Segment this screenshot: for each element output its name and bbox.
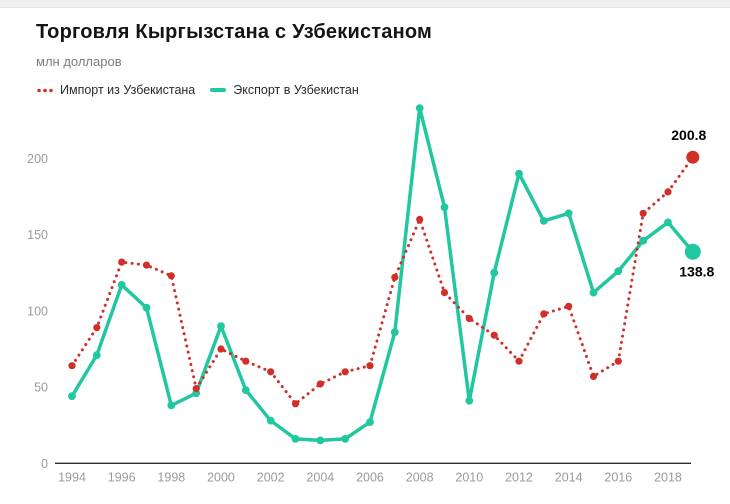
x-tick-label: 1998 [157,470,185,484]
export-point [68,392,76,401]
import-point [565,302,573,310]
import-dotted-line-swatch-icon [36,87,53,93]
import-point [167,272,175,280]
import-series-line [70,155,695,406]
export-point [341,435,350,443]
export-point [589,288,598,297]
export-point [316,436,325,445]
page-title: Торговля Кыргызстана с Узбекистаном [36,21,433,43]
import-point [664,188,672,196]
import-point [291,400,300,408]
export-point [167,401,176,410]
y-tick-label: 150 [27,228,48,242]
import-point [242,357,250,365]
export-point [217,322,225,330]
y-tick-label: 0 [41,457,48,471]
x-tick-label: 2006 [356,470,384,484]
import-point [142,261,151,269]
import-point [93,324,101,332]
legend-item-export[interactable]: Экспорт в Узбекистан [210,83,359,97]
x-tick-label: 2002 [257,470,285,484]
import-series: 200.8 [68,127,707,408]
export-point [266,416,275,425]
chart-units-label: млн долларов [36,54,122,69]
export-point [614,267,623,276]
window-top-strip [0,0,730,8]
export-point [291,435,300,443]
import-point [391,273,399,281]
x-tick-label: 2012 [505,470,533,484]
x-tick-label: 2018 [654,470,682,484]
import-point [440,289,449,297]
import-point [316,380,324,388]
export-point [241,386,250,394]
x-tick-label: 2008 [406,470,434,484]
y-axis-labels: 0 50 100 150 200 [27,152,48,471]
import-point [515,357,523,365]
chart-legend: Импорт из Узбекистана Экспорт в Узбекист… [36,83,359,97]
x-tick-label: 1996 [108,470,136,484]
export-point [390,328,399,337]
export-point [92,351,101,359]
export-series-line [70,106,695,443]
export-point [664,218,672,227]
legend-item-import[interactable]: Импорт из Узбекистана [36,83,195,97]
import-point [639,209,647,217]
import-point [341,368,349,376]
import-point [614,357,622,365]
import-point [68,362,76,370]
y-tick-label: 100 [27,304,48,318]
export-point [366,418,374,426]
import-point [366,362,374,370]
import-point [217,345,225,353]
export-end-point [684,243,701,260]
import-point [267,368,275,376]
export-point [539,217,548,225]
export-point [117,281,126,289]
x-tick-label: 2000 [207,470,235,484]
x-tick-label: 2016 [604,470,632,484]
export-point [465,396,474,405]
import-point [490,331,498,339]
export-point [490,268,499,277]
export-point [564,209,573,218]
export-point [415,104,424,112]
import-point [589,372,598,380]
import-point [118,258,126,266]
legend-label-export: Экспорт в Узбекистан [233,83,359,97]
import-point [192,385,200,393]
export-point [440,203,449,212]
y-tick-label: 200 [27,152,48,166]
x-tick-label: 1994 [58,470,86,484]
export-point [142,303,151,312]
y-tick-label: 50 [34,381,48,395]
x-axis-labels: 1994 1996 1998 2000 2002 2004 2006 2008 2010 2012… [58,470,682,484]
import-point [465,314,473,323]
export-series: 138.8 [68,104,715,445]
export-end-value-label: 138.8 [679,264,714,280]
export-solid-line-swatch-icon [210,88,227,92]
export-point [639,236,648,245]
legend-label-import: Импорт из Узбекистана [60,83,196,97]
import-point [540,310,548,318]
import-end-point [686,150,700,164]
x-tick-label: 2010 [455,470,483,484]
import-end-value-label: 200.8 [671,127,706,143]
x-tick-label: 2014 [555,470,583,484]
export-point [515,169,523,178]
x-tick-label: 2004 [306,470,334,484]
import-point [416,215,424,223]
